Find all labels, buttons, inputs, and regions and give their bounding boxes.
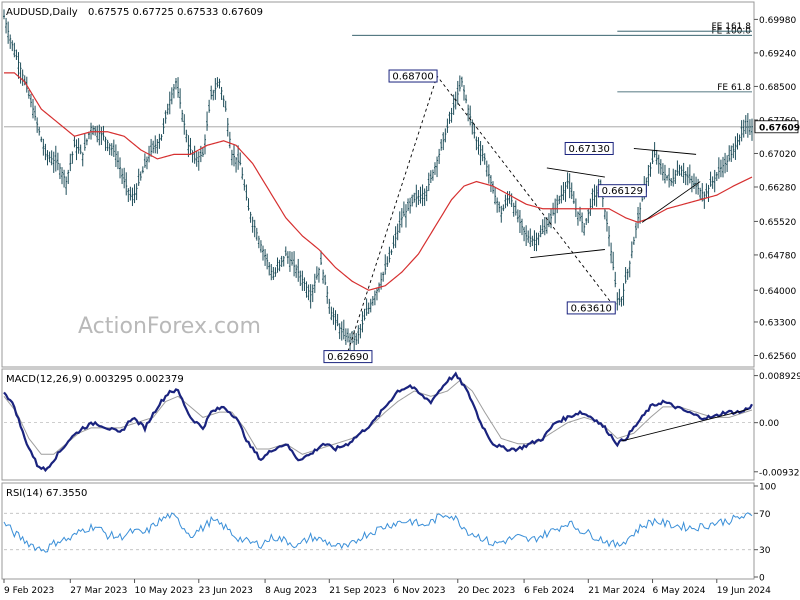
level-label-box — [388, 69, 438, 83]
rsi-line — [3, 512, 753, 553]
macd-line — [3, 371, 753, 473]
level-label-box — [566, 301, 616, 315]
watermark: ActionForex.com — [78, 314, 261, 339]
macd-tick-label: 0.008929 — [759, 372, 800, 382]
price-tick-label: 0.64780 — [759, 251, 796, 261]
trendline — [641, 181, 701, 223]
level-label: 0.63610 — [571, 303, 612, 314]
trendline — [546, 167, 605, 178]
price-tick-label: 0.69980 — [759, 16, 796, 26]
date-tick-label: 9 Feb 2023 — [4, 586, 54, 596]
date-tick-label: 19 Jun 2024 — [717, 586, 771, 596]
date-tick-label: 21 Sep 2023 — [329, 586, 386, 596]
level-label-box — [597, 184, 647, 198]
price-tick-label: 0.63300 — [759, 318, 796, 328]
price-tick-label: 0.64000 — [759, 287, 796, 297]
macd-title: MACD(12,26,9) 0.003295 0.002379 — [6, 374, 184, 385]
trendline — [633, 148, 697, 155]
macd-trendline — [621, 409, 749, 442]
price-tick-label: 0.65520 — [759, 218, 796, 228]
rsi-tick-label: 100 — [759, 483, 776, 493]
current-price-label: 0.67609 — [759, 123, 800, 133]
level-label: 0.68700 — [392, 72, 433, 83]
level-label: 0.67130 — [568, 144, 609, 155]
date-tick-label: 6 Feb 2024 — [524, 586, 575, 596]
date-tick-label: 23 Jun 2023 — [199, 586, 253, 596]
price-tick-label: 0.69240 — [759, 49, 796, 59]
macd-panel — [1, 368, 755, 481]
level-label-box — [564, 141, 614, 155]
fe-level-label: FE 161.8 — [712, 22, 752, 32]
fe-level-label: FE 61.8 — [717, 83, 751, 93]
chart-ohlc: 0.67575 0.67725 0.67533 0.67609 — [88, 7, 263, 18]
chart-symbol: AUDUSD,Daily — [6, 7, 78, 18]
level-label-box — [323, 350, 373, 364]
macd-series-layer — [3, 371, 753, 473]
rsi-series-layer — [3, 512, 753, 553]
price-tick-label: 0.62560 — [759, 352, 796, 362]
date-tick-label: 27 Mar 2023 — [70, 586, 127, 596]
trendline — [530, 249, 605, 259]
rsi-title: RSI(14) 67.3550 — [6, 488, 87, 499]
date-tick-label: 6 May 2024 — [653, 586, 706, 596]
rsi-tick-label: 0 — [759, 574, 765, 584]
date-tick-label: 10 May 2023 — [135, 586, 194, 596]
price-series-layer: FE 100.0FE 161.8FE 61.80.687000.671300.6… — [3, 9, 753, 364]
price-tick-label: 0.66280 — [759, 183, 796, 193]
rsi-panel — [1, 482, 755, 580]
price-tick-label: 0.68500 — [759, 83, 796, 93]
level-label: 0.66129 — [602, 186, 643, 197]
current-price-box — [754, 120, 799, 134]
macd-tick-label: 0.00 — [759, 419, 779, 429]
price-tick-label: 0.67020 — [759, 150, 796, 160]
date-tick-label: 20 Dec 2023 — [458, 586, 515, 596]
rsi-tick-label: 30 — [759, 546, 771, 556]
rsi-tick-label: 70 — [759, 510, 771, 520]
moving-average-line — [4, 72, 753, 291]
date-tick-label: 21 Mar 2024 — [588, 586, 645, 596]
date-tick-label: 6 Nov 2023 — [394, 586, 446, 596]
date-tick-label: 8 Aug 2023 — [265, 586, 317, 596]
axis-layer: 0.699800.692400.685000.677600.670200.662… — [3, 16, 800, 596]
level-label: 0.62690 — [327, 352, 368, 363]
